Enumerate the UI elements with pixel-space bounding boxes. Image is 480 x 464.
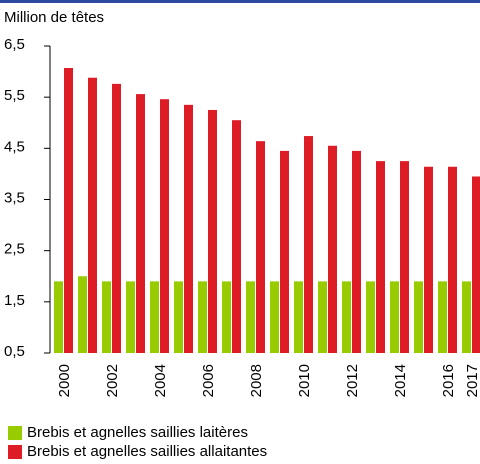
bar: [472, 176, 480, 353]
bar: [304, 136, 313, 353]
x-tick-label: 2008: [248, 364, 265, 397]
bar: [246, 281, 255, 353]
y-tick-label: 0,5: [4, 343, 25, 360]
bar: [318, 281, 327, 353]
bar: [376, 161, 385, 353]
bar: [400, 161, 409, 353]
x-tick-label: 2004: [152, 364, 169, 397]
bar: [256, 141, 265, 353]
bar: [390, 281, 399, 353]
bar: [126, 281, 135, 353]
bar: [160, 99, 169, 353]
y-tick-label: 5,5: [4, 87, 25, 104]
bar: [136, 94, 145, 353]
bar: [280, 150, 289, 353]
bar: [102, 281, 111, 353]
x-tick-label: 2000: [56, 364, 73, 397]
legend-swatch: [8, 426, 22, 440]
bar: [270, 281, 279, 353]
x-tick-label: 2016: [440, 364, 457, 397]
x-tick-label: 2010: [296, 364, 313, 397]
bar: [222, 281, 231, 353]
y-tick-label: 2,5: [4, 241, 25, 258]
x-tick-label: 2017: [464, 364, 480, 397]
bar: [64, 68, 73, 354]
bar: [328, 145, 337, 353]
legend-swatch: [8, 445, 22, 459]
bar: [424, 166, 433, 353]
bar: [232, 120, 241, 353]
bar: [208, 109, 217, 353]
bar: [54, 281, 63, 353]
legend-label: Brebis et agnelles saillies laitères: [27, 424, 248, 441]
bar: [414, 281, 423, 353]
bar: [342, 281, 351, 353]
bar: [352, 150, 361, 353]
y-tick-label: 4,5: [4, 138, 25, 155]
bar: [438, 281, 447, 353]
bar: [150, 281, 159, 353]
x-tick-label: 2014: [392, 364, 409, 397]
y-tick-label: 3,5: [4, 189, 25, 206]
bar: [184, 104, 193, 353]
bar: [198, 281, 207, 353]
bar: [366, 281, 375, 353]
bar: [294, 281, 303, 353]
bar: [112, 83, 121, 353]
x-tick-label: 2002: [104, 364, 121, 397]
bar: [174, 281, 183, 353]
bar: [78, 276, 87, 353]
top-rule: [0, 0, 480, 3]
bar: [462, 281, 471, 353]
legend-label: Brebis et agnelles saillies allaitantes: [27, 443, 267, 460]
x-tick-label: 2006: [200, 364, 217, 397]
y-tick-label: 6,5: [4, 36, 25, 53]
y-axis-label: Million de têtes: [4, 9, 104, 26]
y-tick-label: 1,5: [4, 292, 25, 309]
x-tick-label: 2012: [344, 364, 361, 397]
bar: [448, 166, 457, 353]
bar: [88, 77, 97, 354]
